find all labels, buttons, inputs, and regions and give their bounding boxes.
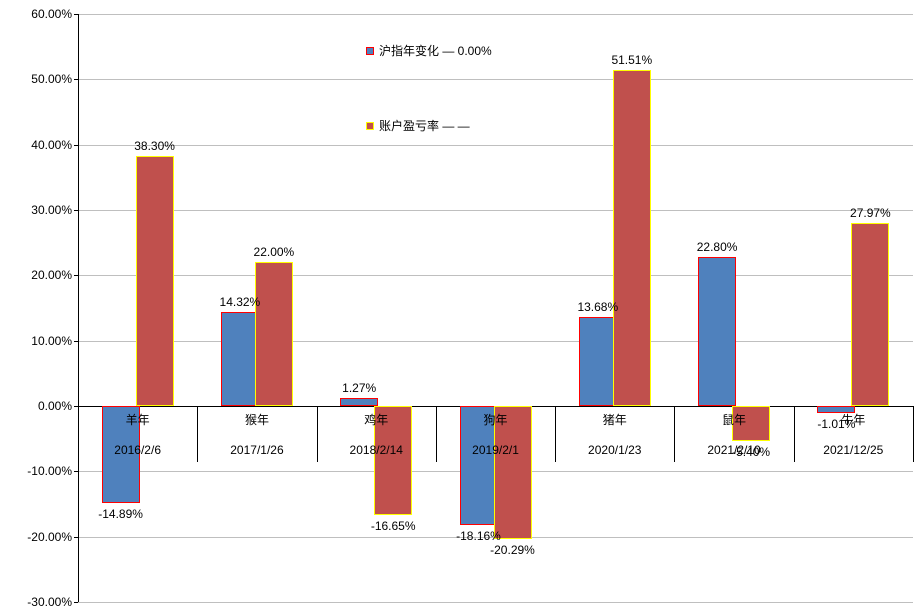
y-axis-label: 60.00%	[31, 7, 72, 21]
data-label: 22.00%	[253, 245, 295, 260]
data-label: 27.97%	[850, 206, 891, 221]
category-boundary-tick	[555, 406, 556, 462]
bar	[698, 257, 737, 406]
bar	[817, 406, 856, 413]
legend-label-series1: 沪指年变化 — 0.00%	[379, 44, 492, 58]
legend-label-series2: 账户盈亏率 — —	[379, 119, 470, 133]
y-axis-label: 10.00%	[31, 333, 72, 348]
category-boundary-tick	[794, 406, 795, 462]
category-boundary-tick	[197, 406, 198, 462]
legend-marker	[366, 46, 374, 55]
y-axis-label: 0.00%	[37, 399, 72, 413]
bar	[493, 406, 532, 539]
category-date-label: 2019/2/1	[472, 443, 519, 457]
data-label: -16.65%	[370, 518, 416, 533]
y-axis-label: 20.00%	[31, 268, 72, 283]
y-axis-line	[78, 14, 79, 602]
category-date-label: 2021/2/10	[707, 443, 761, 457]
gridline	[78, 210, 913, 211]
category-label: 猴年	[244, 413, 269, 427]
bar	[851, 223, 890, 406]
bar	[254, 262, 293, 406]
gridline	[78, 340, 913, 342]
legend-item-series2: 账户盈亏率 — —	[366, 117, 470, 134]
y-axis-tick	[74, 144, 78, 146]
legend-item-series1: 沪指年变化 — 0.00%	[366, 42, 492, 59]
bar	[220, 312, 259, 406]
data-label: 14.32%	[219, 295, 261, 310]
gridline	[78, 79, 913, 81]
category-boundary-tick	[317, 406, 318, 462]
y-axis-tick	[74, 471, 78, 473]
data-label: -5.40%	[732, 445, 771, 460]
y-axis-tick	[74, 14, 78, 15]
bar	[732, 406, 771, 442]
category-label: 狗年	[483, 413, 508, 427]
legend-marker	[366, 121, 374, 130]
category-label: 牛年	[841, 413, 866, 427]
data-label: -20.29%	[490, 542, 535, 557]
bar	[135, 155, 174, 406]
y-axis-tick	[74, 406, 78, 407]
data-label: 13.68%	[577, 299, 619, 314]
category-boundary-tick	[436, 406, 437, 462]
category-date-label: 2020/1/23	[588, 443, 642, 457]
category-date-label: 2021/12/25	[823, 443, 884, 457]
data-label: 38.30%	[134, 138, 175, 153]
category-label: 鼠年	[722, 413, 747, 427]
y-axis-tick	[74, 602, 78, 603]
gridline	[78, 275, 913, 277]
data-label: -18.16%	[456, 528, 501, 543]
data-label: -14.89%	[98, 507, 143, 522]
y-axis-label: -30.00%	[27, 595, 72, 606]
category-label: 鸡年	[364, 413, 389, 427]
data-label: -1.01%	[817, 416, 856, 431]
gridline	[78, 14, 913, 15]
bar	[340, 397, 379, 406]
bar	[101, 406, 140, 504]
y-axis-tick	[74, 275, 78, 277]
y-axis-tick	[74, 79, 78, 81]
gridline	[78, 144, 913, 146]
data-label: 51.51%	[611, 52, 653, 67]
gridline	[78, 602, 913, 603]
category-date-label: 2018/2/14	[349, 443, 403, 457]
data-label: 1.27%	[342, 380, 377, 395]
y-axis-label: -10.00%	[27, 464, 72, 479]
category-boundary-tick	[674, 406, 675, 462]
y-axis-label: -20.00%	[27, 529, 72, 544]
category-date-label: 2017/1/26	[230, 443, 284, 457]
category-label: 猪年	[602, 413, 627, 427]
data-label: 22.80%	[696, 240, 738, 254]
bar	[578, 316, 617, 406]
bar	[612, 69, 651, 406]
category-label: 羊年	[125, 413, 150, 427]
category-boundary-tick	[913, 406, 914, 462]
y-axis-label: 40.00%	[31, 137, 72, 152]
y-axis-tick	[74, 340, 78, 342]
y-axis-tick	[74, 536, 78, 538]
y-axis-tick	[74, 210, 78, 211]
y-axis-label: 30.00%	[31, 203, 72, 217]
y-axis-label: 50.00%	[31, 72, 72, 87]
category-date-label: 2016/2/6	[114, 443, 161, 457]
bar	[374, 406, 413, 515]
